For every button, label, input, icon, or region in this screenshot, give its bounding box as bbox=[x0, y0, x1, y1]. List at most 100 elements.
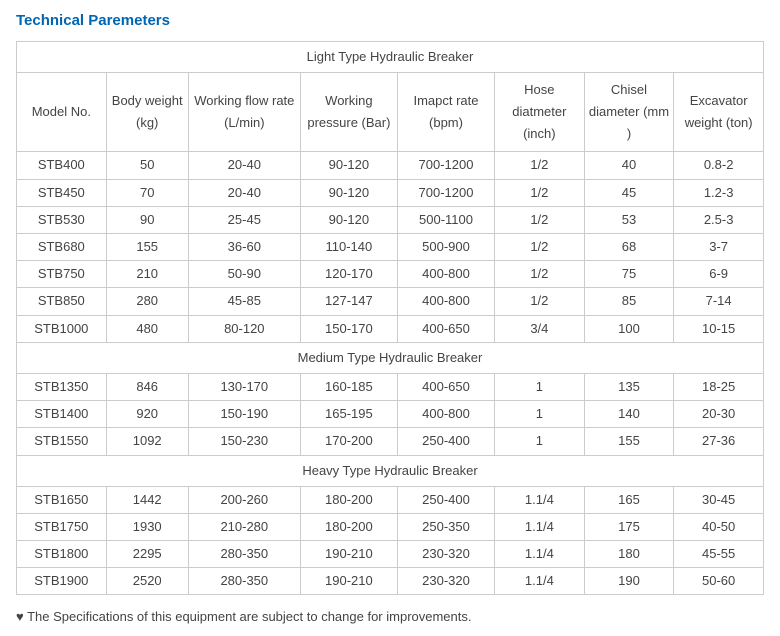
table-cell: 2.5-3 bbox=[674, 206, 764, 233]
table-cell: 1.1/4 bbox=[495, 486, 585, 513]
table-cell: STB450 bbox=[17, 179, 107, 206]
table-cell: 50 bbox=[106, 152, 188, 179]
table-cell: 2295 bbox=[106, 541, 188, 568]
table-cell: 1.1/4 bbox=[495, 568, 585, 595]
table-cell: 80-120 bbox=[188, 315, 300, 342]
parameters-table: Light Type Hydraulic BreakerModel No.Bod… bbox=[16, 41, 764, 595]
table-cell: 155 bbox=[106, 234, 188, 261]
table-cell: 480 bbox=[106, 315, 188, 342]
table-column-header: Chisel diameter (mm ) bbox=[584, 73, 674, 152]
table-cell: 400-800 bbox=[397, 401, 494, 428]
table-cell: 400-650 bbox=[397, 315, 494, 342]
table-cell: 1/2 bbox=[495, 234, 585, 261]
table-cell: 10-15 bbox=[674, 315, 764, 342]
table-row: STB15501092150-230170-200250-400115527-3… bbox=[17, 428, 764, 455]
table-cell: STB1650 bbox=[17, 486, 107, 513]
table-cell: 45 bbox=[584, 179, 674, 206]
table-row: STB1400920150-190165-195400-800114020-30 bbox=[17, 401, 764, 428]
table-cell: STB750 bbox=[17, 261, 107, 288]
table-cell: 6-9 bbox=[674, 261, 764, 288]
table-column-header: Working pressure (Bar) bbox=[300, 73, 397, 152]
table-row: STB16501442200-260180-200250-4001.1/4165… bbox=[17, 486, 764, 513]
table-cell: 90-120 bbox=[300, 152, 397, 179]
table-column-header: Body weight (kg) bbox=[106, 73, 188, 152]
table-cell: 230-320 bbox=[397, 541, 494, 568]
table-cell: 1092 bbox=[106, 428, 188, 455]
table-cell: 75 bbox=[584, 261, 674, 288]
table-cell: STB1000 bbox=[17, 315, 107, 342]
table-cell: 3-7 bbox=[674, 234, 764, 261]
table-cell: 40-50 bbox=[674, 513, 764, 540]
table-cell: 70 bbox=[106, 179, 188, 206]
table-cell: 400-650 bbox=[397, 373, 494, 400]
table-cell: 170-200 bbox=[300, 428, 397, 455]
table-cell: 50-90 bbox=[188, 261, 300, 288]
table-cell: 250-350 bbox=[397, 513, 494, 540]
table-cell: 180 bbox=[584, 541, 674, 568]
table-cell: 175 bbox=[584, 513, 674, 540]
table-cell: 280-350 bbox=[188, 541, 300, 568]
table-cell: 180-200 bbox=[300, 513, 397, 540]
table-cell: STB1800 bbox=[17, 541, 107, 568]
table-header-row: Model No.Body weight (kg)Working flow ra… bbox=[17, 73, 764, 152]
table-cell: 1 bbox=[495, 401, 585, 428]
table-cell: 155 bbox=[584, 428, 674, 455]
table-row: STB100048080-120150-170400-6503/410010-1… bbox=[17, 315, 764, 342]
table-cell: 1930 bbox=[106, 513, 188, 540]
table-cell: 36-60 bbox=[188, 234, 300, 261]
table-cell: 50-60 bbox=[674, 568, 764, 595]
table-cell: 846 bbox=[106, 373, 188, 400]
table-cell: STB1350 bbox=[17, 373, 107, 400]
table-cell: 53 bbox=[584, 206, 674, 233]
table-column-header: Model No. bbox=[17, 73, 107, 152]
table-cell: 0.8-2 bbox=[674, 152, 764, 179]
table-column-header: Hose diatmeter (inch) bbox=[495, 73, 585, 152]
table-cell: 700-1200 bbox=[397, 179, 494, 206]
table-cell: 1.1/4 bbox=[495, 513, 585, 540]
table-cell: 85 bbox=[584, 288, 674, 315]
table-cell: 180-200 bbox=[300, 486, 397, 513]
table-cell: STB680 bbox=[17, 234, 107, 261]
table-row: STB4005020-4090-120700-12001/2400.8-2 bbox=[17, 152, 764, 179]
table-cell: STB530 bbox=[17, 206, 107, 233]
table-row: STB68015536-60110-140500-9001/2683-7 bbox=[17, 234, 764, 261]
table-cell: 90-120 bbox=[300, 206, 397, 233]
table-cell: 1/2 bbox=[495, 206, 585, 233]
table-cell: 20-30 bbox=[674, 401, 764, 428]
table-column-header: Imapct rate (bpm) bbox=[397, 73, 494, 152]
table-row: STB75021050-90120-170400-8001/2756-9 bbox=[17, 261, 764, 288]
table-row: STB17501930210-280180-200250-3501.1/4175… bbox=[17, 513, 764, 540]
table-row: STB18002295280-350190-210230-3201.1/4180… bbox=[17, 541, 764, 568]
table-cell: STB850 bbox=[17, 288, 107, 315]
table-column-header: Working flow rate (L/min) bbox=[188, 73, 300, 152]
table-cell: 500-900 bbox=[397, 234, 494, 261]
table-column-header: Excavator weight (ton) bbox=[674, 73, 764, 152]
table-cell: 150-190 bbox=[188, 401, 300, 428]
table-cell: 400-800 bbox=[397, 261, 494, 288]
table-cell: 165 bbox=[584, 486, 674, 513]
table-cell: 140 bbox=[584, 401, 674, 428]
table-cell: 280 bbox=[106, 288, 188, 315]
table-cell: 130-170 bbox=[188, 373, 300, 400]
table-cell: 280-350 bbox=[188, 568, 300, 595]
table-cell: 1/2 bbox=[495, 152, 585, 179]
table-cell: 1 bbox=[495, 428, 585, 455]
table-cell: 25-45 bbox=[188, 206, 300, 233]
table-cell: 210 bbox=[106, 261, 188, 288]
table-cell: 68 bbox=[584, 234, 674, 261]
table-row: STB19002520280-350190-210230-3201.1/4190… bbox=[17, 568, 764, 595]
table-cell: 20-40 bbox=[188, 179, 300, 206]
table-cell: 190 bbox=[584, 568, 674, 595]
table-section-label: Light Type Hydraulic Breaker bbox=[17, 42, 764, 73]
table-cell: 135 bbox=[584, 373, 674, 400]
table-cell: 400-800 bbox=[397, 288, 494, 315]
table-cell: 920 bbox=[106, 401, 188, 428]
table-row: STB85028045-85127-147400-8001/2857-14 bbox=[17, 288, 764, 315]
table-cell: 90 bbox=[106, 206, 188, 233]
table-cell: 18-25 bbox=[674, 373, 764, 400]
table-section-row: Light Type Hydraulic Breaker bbox=[17, 42, 764, 73]
table-cell: 190-210 bbox=[300, 568, 397, 595]
table-cell: 1.1/4 bbox=[495, 541, 585, 568]
table-section-row: Medium Type Hydraulic Breaker bbox=[17, 342, 764, 373]
table-cell: 45-85 bbox=[188, 288, 300, 315]
